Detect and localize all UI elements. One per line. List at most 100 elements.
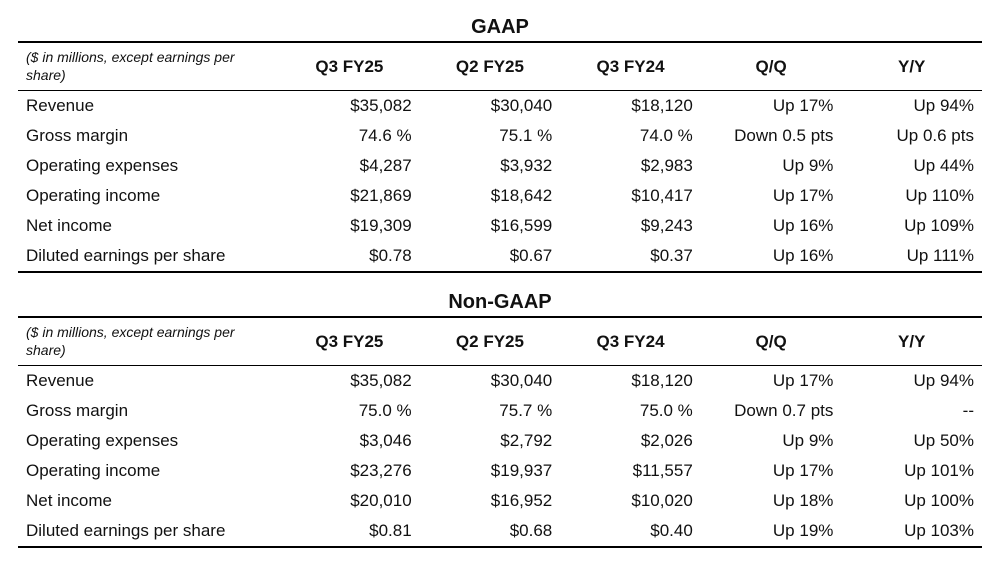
cell: Up 18%	[701, 486, 842, 516]
cell: $16,952	[420, 486, 561, 516]
cell: Up 101%	[841, 456, 982, 486]
cell: Up 50%	[841, 426, 982, 456]
table-row: Diluted earnings per share $0.78 $0.67 $…	[18, 241, 982, 272]
cell: $4,287	[279, 151, 420, 181]
cell: $35,082	[279, 366, 420, 397]
row-label: Net income	[18, 211, 279, 241]
col-head: Q/Q	[701, 42, 842, 91]
col-head: Y/Y	[841, 42, 982, 91]
cell: 74.0 %	[560, 121, 701, 151]
cell: Up 17%	[701, 456, 842, 486]
cell: $3,932	[420, 151, 561, 181]
row-label: Operating expenses	[18, 151, 279, 181]
cell: $19,309	[279, 211, 420, 241]
cell: 75.0 %	[560, 396, 701, 426]
cell: 74.6 %	[279, 121, 420, 151]
row-label: Revenue	[18, 366, 279, 397]
col-head: Q2 FY25	[420, 317, 561, 366]
cell: $23,276	[279, 456, 420, 486]
cell: $20,010	[279, 486, 420, 516]
row-label: Gross margin	[18, 396, 279, 426]
cell: Up 111%	[841, 241, 982, 272]
cell: $0.81	[279, 516, 420, 547]
cell: $19,937	[420, 456, 561, 486]
col-head: Q/Q	[701, 317, 842, 366]
cell: 75.1 %	[420, 121, 561, 151]
cell: Up 110%	[841, 181, 982, 211]
cell: $30,040	[420, 366, 561, 397]
cell: $0.37	[560, 241, 701, 272]
cell: $18,120	[560, 366, 701, 397]
cell: $9,243	[560, 211, 701, 241]
cell: $2,983	[560, 151, 701, 181]
cell: Down 0.7 pts	[701, 396, 842, 426]
table-row: Revenue $35,082 $30,040 $18,120 Up 17% U…	[18, 91, 982, 122]
col-head: Q3 FY24	[560, 317, 701, 366]
row-label: Revenue	[18, 91, 279, 122]
cell: $3,046	[279, 426, 420, 456]
cell: --	[841, 396, 982, 426]
col-head: Q3 FY25	[279, 42, 420, 91]
cell: $2,792	[420, 426, 561, 456]
section-title-gaap: GAAP	[18, 16, 982, 39]
table-row: Operating expenses $3,046 $2,792 $2,026 …	[18, 426, 982, 456]
cell: $21,869	[279, 181, 420, 211]
col-head: Q3 FY25	[279, 317, 420, 366]
cell: Down 0.5 pts	[701, 121, 842, 151]
cell: $10,020	[560, 486, 701, 516]
cell: Up 19%	[701, 516, 842, 547]
cell: Up 100%	[841, 486, 982, 516]
cell: $10,417	[560, 181, 701, 211]
table-row: Operating income $23,276 $19,937 $11,557…	[18, 456, 982, 486]
table-row: Net income $19,309 $16,599 $9,243 Up 16%…	[18, 211, 982, 241]
section-gap	[18, 273, 982, 287]
col-head: Q2 FY25	[420, 42, 561, 91]
cell: Up 16%	[701, 241, 842, 272]
cell: Up 109%	[841, 211, 982, 241]
cell: $0.67	[420, 241, 561, 272]
row-label: Net income	[18, 486, 279, 516]
table-subhead: ($ in millions, except earnings per shar…	[18, 317, 279, 366]
cell: $0.40	[560, 516, 701, 547]
table-row: Gross margin 74.6 % 75.1 % 74.0 % Down 0…	[18, 121, 982, 151]
cell: 75.0 %	[279, 396, 420, 426]
table-gaap: ($ in millions, except earnings per shar…	[18, 41, 982, 273]
table-row: Revenue $35,082 $30,040 $18,120 Up 17% U…	[18, 366, 982, 397]
table-header-row: ($ in millions, except earnings per shar…	[18, 42, 982, 91]
cell: $16,599	[420, 211, 561, 241]
cell: Up 103%	[841, 516, 982, 547]
cell: $18,642	[420, 181, 561, 211]
row-label: Diluted earnings per share	[18, 241, 279, 272]
cell: $11,557	[560, 456, 701, 486]
row-label: Operating income	[18, 181, 279, 211]
table-nongaap: ($ in millions, except earnings per shar…	[18, 316, 982, 548]
row-label: Diluted earnings per share	[18, 516, 279, 547]
table-header-row: ($ in millions, except earnings per shar…	[18, 317, 982, 366]
row-label: Operating expenses	[18, 426, 279, 456]
cell: $0.68	[420, 516, 561, 547]
col-head: Q3 FY24	[560, 42, 701, 91]
cell: $18,120	[560, 91, 701, 122]
cell: Up 9%	[701, 151, 842, 181]
cell: Up 9%	[701, 426, 842, 456]
cell: Up 16%	[701, 211, 842, 241]
row-label: Gross margin	[18, 121, 279, 151]
cell: Up 0.6 pts	[841, 121, 982, 151]
cell: Up 17%	[701, 366, 842, 397]
section-title-nongaap: Non-GAAP	[18, 291, 982, 314]
cell: $35,082	[279, 91, 420, 122]
cell: Up 94%	[841, 91, 982, 122]
cell: Up 94%	[841, 366, 982, 397]
table-subhead: ($ in millions, except earnings per shar…	[18, 42, 279, 91]
page: GAAP ($ in millions, except earnings per…	[0, 0, 1000, 566]
cell: Up 44%	[841, 151, 982, 181]
cell: $2,026	[560, 426, 701, 456]
cell: $0.78	[279, 241, 420, 272]
cell: Up 17%	[701, 91, 842, 122]
col-head: Y/Y	[841, 317, 982, 366]
table-row: Operating expenses $4,287 $3,932 $2,983 …	[18, 151, 982, 181]
table-row: Operating income $21,869 $18,642 $10,417…	[18, 181, 982, 211]
table-row: Diluted earnings per share $0.81 $0.68 $…	[18, 516, 982, 547]
cell: 75.7 %	[420, 396, 561, 426]
table-row: Gross margin 75.0 % 75.7 % 75.0 % Down 0…	[18, 396, 982, 426]
